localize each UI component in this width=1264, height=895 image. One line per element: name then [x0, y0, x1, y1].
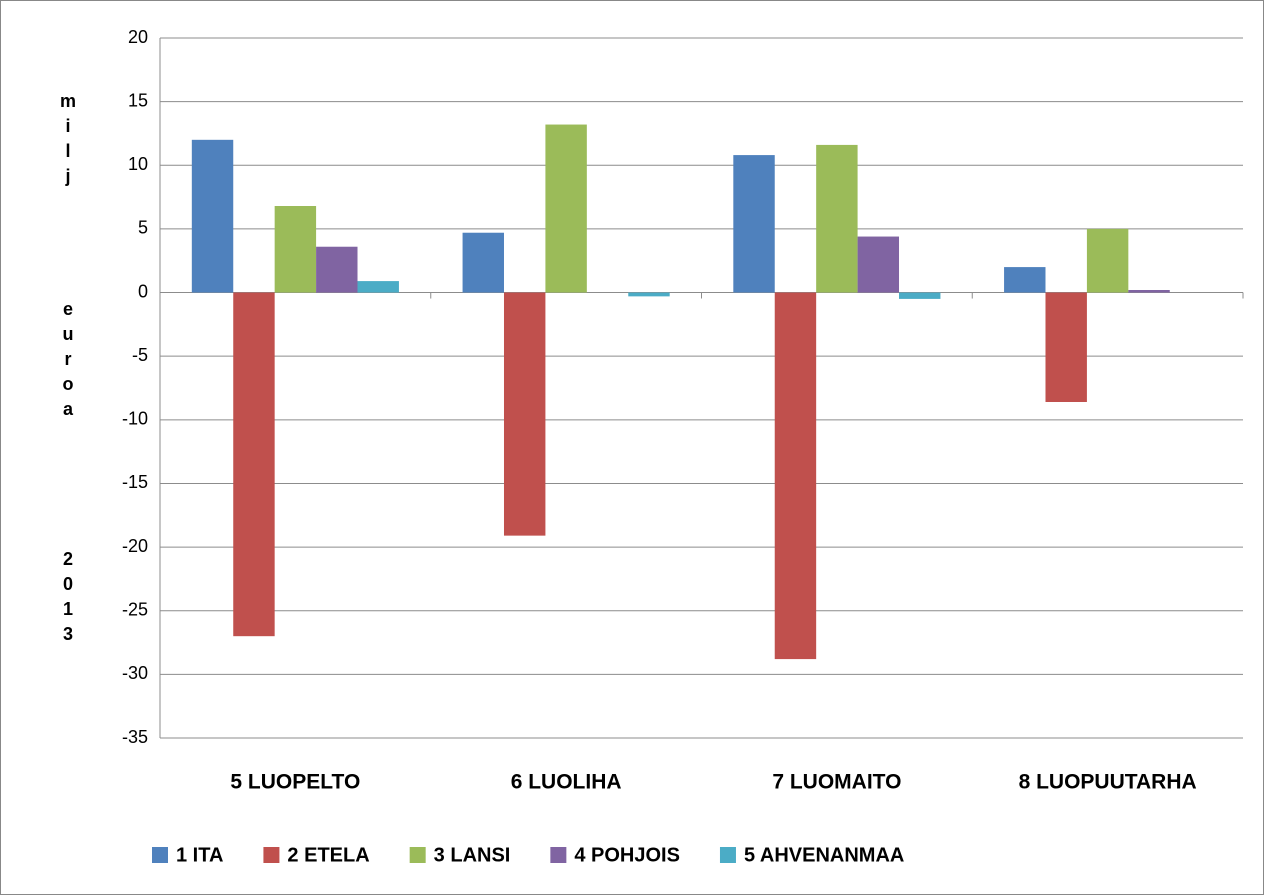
y-tick-label: -30	[122, 663, 148, 683]
bar	[233, 292, 275, 637]
bar	[503, 292, 546, 536]
y-tick-label: 10	[128, 154, 148, 174]
legend-label: 3 LANSI	[434, 844, 511, 866]
y-tick-label: 20	[128, 27, 148, 47]
x-tick-label: 5 LUOPELTO	[230, 771, 360, 794]
bar	[1004, 267, 1046, 293]
bar	[462, 232, 504, 293]
legend-swatch	[550, 847, 567, 863]
legend-label: 1 ITA	[176, 844, 223, 866]
bar	[1128, 290, 1170, 293]
y-tick-label: -35	[122, 727, 148, 747]
legend-swatch	[263, 847, 280, 863]
bar	[545, 124, 587, 293]
bar	[191, 139, 234, 293]
bar	[816, 144, 858, 293]
y-tick-label: 0	[138, 281, 148, 301]
y-tick-label: -10	[122, 409, 148, 429]
y-tick-label: -20	[122, 536, 148, 556]
bar	[1045, 292, 1087, 402]
y-tick-label: -25	[122, 599, 148, 619]
legend-swatch	[409, 847, 426, 863]
bar	[357, 281, 399, 293]
bar	[628, 292, 670, 297]
bar	[857, 236, 900, 293]
bar	[274, 206, 317, 293]
bar	[774, 292, 817, 660]
y-tick-label: -5	[132, 345, 148, 365]
legend-swatch	[152, 847, 168, 863]
legend-label: 5 AHVENANMAA	[744, 844, 904, 866]
y-tick-label: 15	[128, 90, 148, 110]
bar	[899, 292, 941, 299]
x-tick-label: 6 LUOLIHA	[511, 771, 622, 794]
bar	[733, 155, 775, 293]
bar	[316, 246, 358, 293]
y-tick-label: -15	[122, 472, 148, 492]
legend-swatch	[719, 847, 736, 863]
x-tick-label: 8 LUOPUUTARHA	[1019, 771, 1197, 794]
y-tick-label: 5	[138, 218, 148, 238]
legend-label: 4 POHJOIS	[574, 844, 680, 866]
x-tick-label: 7 LUOMAITO	[772, 771, 901, 794]
legend-label: 2 ETELA	[287, 844, 369, 866]
bar	[1086, 228, 1129, 293]
